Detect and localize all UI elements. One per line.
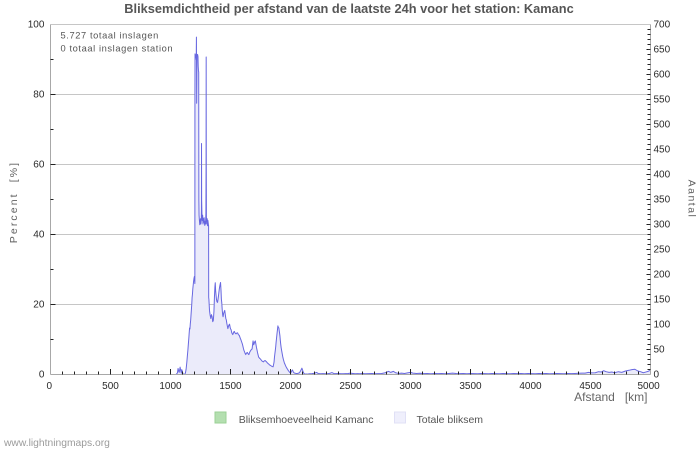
svg-text:5.727 totaal inslagen: 5.727 totaal inslagen [61, 31, 159, 41]
svg-text:Bliksemhoeveelheid Kamanc: Bliksemhoeveelheid Kamanc [239, 414, 374, 426]
svg-text:100: 100 [654, 319, 671, 330]
svg-text:Percent [%]: Percent [%] [8, 161, 20, 243]
svg-text:Afstand [km]: Afstand [km] [574, 390, 647, 404]
svg-text:650: 650 [654, 44, 671, 55]
svg-text:4000: 4000 [519, 381, 542, 392]
svg-text:Aantal: Aantal [686, 180, 698, 219]
svg-text:500: 500 [102, 381, 119, 392]
svg-text:80: 80 [33, 89, 45, 100]
svg-text:700: 700 [654, 19, 671, 30]
svg-text:150: 150 [654, 294, 671, 305]
svg-text:Bliksemdichtheid per afstand v: Bliksemdichtheid per afstand van de laat… [124, 1, 573, 16]
svg-text:2000: 2000 [279, 381, 302, 392]
svg-text:60: 60 [33, 159, 45, 170]
svg-text:400: 400 [654, 169, 671, 180]
svg-text:1000: 1000 [159, 381, 182, 392]
svg-text:0: 0 [654, 369, 660, 380]
svg-text:5000: 5000 [637, 381, 660, 392]
svg-text:200: 200 [654, 269, 671, 280]
svg-text:350: 350 [654, 194, 671, 205]
svg-text:3000: 3000 [399, 381, 422, 392]
svg-text:4500: 4500 [579, 381, 602, 392]
svg-text:40: 40 [33, 229, 45, 240]
svg-text:100: 100 [28, 19, 45, 30]
svg-text:600: 600 [654, 69, 671, 80]
svg-text:Totale bliksem: Totale bliksem [417, 414, 484, 426]
svg-text:450: 450 [654, 144, 671, 155]
svg-text:20: 20 [33, 299, 45, 310]
svg-text:www.lightningmaps.org: www.lightningmaps.org [3, 438, 110, 449]
svg-text:0: 0 [47, 381, 53, 392]
svg-text:1500: 1500 [219, 381, 242, 392]
svg-text:2500: 2500 [339, 381, 362, 392]
svg-text:500: 500 [654, 119, 671, 130]
svg-text:0 totaal inslagen station: 0 totaal inslagen station [61, 44, 174, 54]
svg-text:550: 550 [654, 94, 671, 105]
svg-text:50: 50 [654, 344, 666, 355]
svg-text:3500: 3500 [459, 381, 482, 392]
svg-text:250: 250 [654, 244, 671, 255]
svg-text:0: 0 [39, 369, 45, 380]
svg-text:300: 300 [654, 219, 671, 230]
